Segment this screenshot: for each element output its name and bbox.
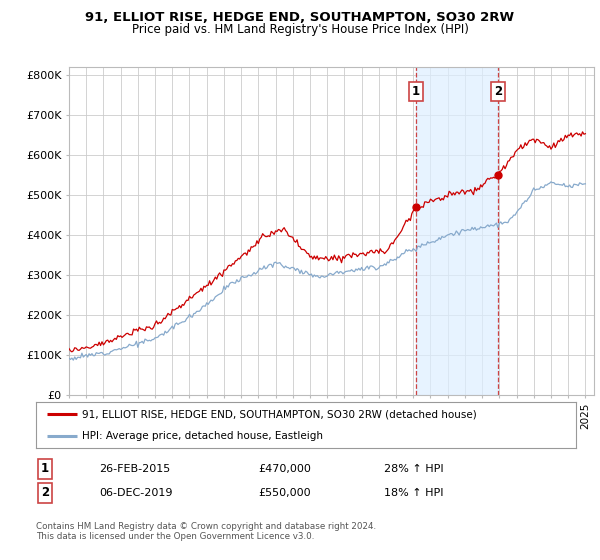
Text: Price paid vs. HM Land Registry's House Price Index (HPI): Price paid vs. HM Land Registry's House … [131,22,469,36]
Text: HPI: Average price, detached house, Eastleigh: HPI: Average price, detached house, East… [82,431,323,441]
Text: 91, ELLIOT RISE, HEDGE END, SOUTHAMPTON, SO30 2RW (detached house): 91, ELLIOT RISE, HEDGE END, SOUTHAMPTON,… [82,409,476,419]
Text: 18% ↑ HPI: 18% ↑ HPI [384,488,443,498]
Bar [416,67,498,395]
Text: 06-DEC-2019: 06-DEC-2019 [99,488,173,498]
Text: 28% ↑ HPI: 28% ↑ HPI [384,464,443,474]
Text: 2: 2 [494,85,502,97]
Text: 91, ELLIOT RISE, HEDGE END, SOUTHAMPTON, SO30 2RW: 91, ELLIOT RISE, HEDGE END, SOUTHAMPTON,… [85,11,515,25]
Text: 2: 2 [41,486,49,500]
Text: 26-FEB-2015: 26-FEB-2015 [99,464,170,474]
Text: Contains HM Land Registry data © Crown copyright and database right 2024.
This d: Contains HM Land Registry data © Crown c… [36,522,376,542]
Text: £550,000: £550,000 [258,488,311,498]
Text: 1: 1 [412,85,420,97]
Text: 1: 1 [41,462,49,475]
Text: £470,000: £470,000 [258,464,311,474]
